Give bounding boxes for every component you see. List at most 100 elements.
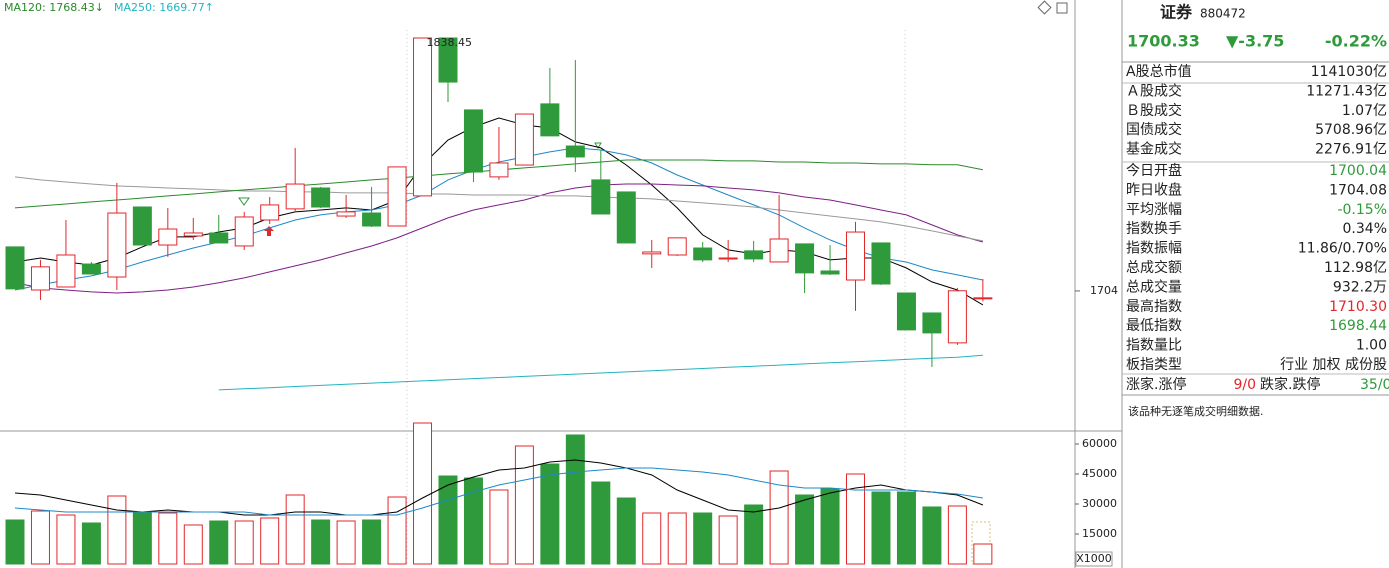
candle-body	[413, 37, 433, 197]
volume-bar	[107, 495, 127, 565]
candle-body	[591, 179, 611, 215]
stat-label: 平均涨幅	[1126, 202, 1182, 218]
volume-bar	[667, 512, 687, 565]
candle-body	[5, 246, 25, 290]
stat-label: 指数换手	[1126, 220, 1182, 237]
volume-bar	[922, 506, 942, 565]
stat-value: -0.15%	[1337, 202, 1387, 218]
ma-line	[218, 354, 983, 391]
candle-body	[693, 247, 713, 261]
volume-bar	[947, 505, 967, 565]
ma-line	[14, 183, 984, 294]
candle-body	[514, 113, 534, 166]
stat-label: Ｂ股成交	[1126, 102, 1182, 119]
stat-value: 1710.30	[1329, 299, 1387, 315]
volume-bar	[591, 481, 611, 565]
y-tick-label: 45000	[1082, 467, 1117, 480]
volume-bar	[438, 475, 458, 565]
y-tick-label: 60000	[1082, 437, 1117, 450]
volume-bar	[56, 514, 76, 565]
y-tick-label: 15000	[1082, 527, 1117, 540]
candle-body	[540, 103, 560, 137]
note: 该品种无逐笔成交明细数据.	[1128, 404, 1264, 418]
volume-bar	[387, 496, 407, 565]
stat-label: 昨日收盘	[1126, 181, 1182, 198]
candle-body	[234, 216, 254, 247]
volume-bar	[642, 512, 662, 565]
volume-bar	[463, 477, 483, 565]
stat-label: 基金成交	[1126, 141, 1182, 158]
signal-arrow	[594, 142, 602, 149]
candle-body	[795, 243, 815, 274]
volume-bar	[30, 510, 50, 565]
volume-bar	[413, 422, 433, 565]
candle-body	[896, 292, 916, 331]
stat-value: 1704.08	[1329, 182, 1387, 198]
stat-label: 总成交量	[1126, 278, 1182, 295]
quote-price: 1700.33	[1127, 32, 1200, 51]
candle-body	[922, 312, 942, 334]
candle-body	[565, 145, 585, 158]
stat-value: 1.07亿	[1342, 103, 1387, 119]
volume-bar	[616, 497, 636, 565]
volume-bar	[795, 494, 815, 565]
candle-body	[642, 251, 662, 255]
candle-body	[81, 263, 101, 275]
stat-label: 指数量比	[1126, 338, 1182, 354]
y-tick-label: 1704	[1090, 284, 1118, 297]
volume-bar	[973, 543, 993, 565]
candle-body	[387, 166, 407, 227]
volume-bar	[744, 504, 764, 565]
stat-value: 1.00	[1356, 338, 1387, 354]
stat-value: 932.2万	[1333, 279, 1387, 295]
volume-bar	[514, 445, 534, 565]
stat-value: 11271.43亿	[1306, 83, 1387, 99]
ma-line	[14, 176, 983, 242]
candle-body	[311, 187, 331, 208]
legend-ma250: MA250: 1669.77↑	[114, 1, 214, 14]
stat-value: 2276.91亿	[1315, 142, 1387, 158]
candle-body	[616, 191, 636, 244]
breadth-up-label: 涨家.涨停	[1126, 376, 1186, 393]
volume-bar	[209, 520, 229, 565]
volume-bar	[234, 520, 254, 565]
ma-line	[14, 467, 983, 516]
candle-body	[489, 162, 509, 178]
volume-unit: X1000	[1076, 552, 1112, 565]
candle-body	[667, 237, 687, 256]
candle-body	[973, 297, 993, 300]
tool-icon[interactable]	[1037, 0, 1052, 15]
stat-value: 112.98亿	[1324, 260, 1387, 276]
stat-label: 最低指数	[1126, 318, 1182, 334]
stat-label: 板指类型	[1126, 357, 1182, 373]
stat-label: 最高指数	[1126, 298, 1182, 315]
candle-body	[846, 231, 866, 281]
unit-box	[1075, 551, 1113, 567]
legend-ma120: MA120: 1768.43↓	[4, 1, 104, 14]
volume-bar	[158, 512, 178, 565]
stat-value: 1141030亿	[1311, 64, 1387, 80]
candle-body	[260, 204, 280, 221]
candle-body	[947, 290, 967, 344]
stat-value: 1700.04	[1329, 163, 1387, 179]
y-tick-label: 30000	[1082, 497, 1117, 510]
volume-bar	[81, 522, 101, 565]
quote-code: 880472	[1200, 7, 1246, 21]
candle-body	[463, 109, 483, 173]
candle-body	[871, 242, 891, 285]
stat-label: Ａ股成交	[1126, 82, 1182, 99]
breadth-down: 35/0	[1360, 377, 1389, 393]
stat-label: 国债成交	[1126, 121, 1182, 138]
signal-arrow	[238, 197, 250, 206]
ma-line	[14, 459, 984, 516]
candle-body	[30, 266, 50, 291]
volume-bar	[693, 512, 713, 565]
quote-change: ▼-3.75	[1226, 32, 1284, 51]
candle-body	[769, 238, 789, 263]
tool-icon[interactable]	[1056, 2, 1068, 14]
breadth-down-label: 跌家.跌停	[1260, 376, 1320, 393]
volume-bar	[820, 488, 840, 565]
candle-body	[718, 257, 738, 260]
